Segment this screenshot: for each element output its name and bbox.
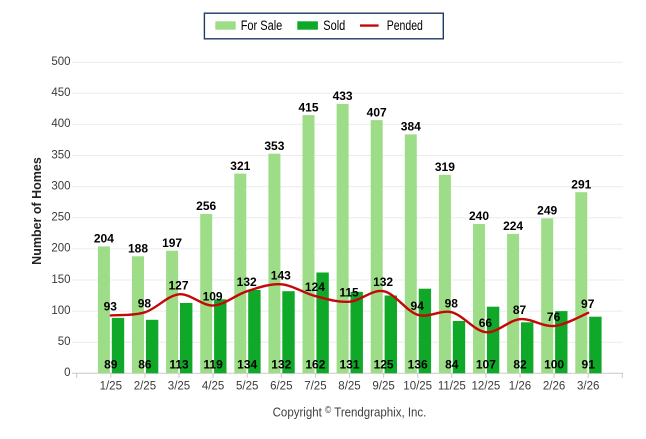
svg-text:407: 407 [367, 105, 387, 119]
svg-text:89: 89 [104, 358, 118, 372]
svg-text:93: 93 [104, 299, 118, 313]
svg-text:115: 115 [339, 286, 359, 300]
svg-text:132: 132 [373, 275, 393, 289]
svg-text:291: 291 [571, 177, 591, 191]
svg-text:321: 321 [230, 159, 250, 173]
svg-text:8/25: 8/25 [338, 381, 360, 393]
svg-text:Number of Homes: Number of Homes [30, 157, 44, 265]
svg-text:113: 113 [169, 358, 189, 372]
svg-text:450: 450 [51, 87, 70, 99]
svg-text:Pended: Pended [387, 18, 423, 33]
svg-text:98: 98 [445, 296, 459, 310]
svg-text:127: 127 [168, 278, 188, 292]
svg-text:10/25: 10/25 [403, 381, 432, 393]
svg-text:500: 500 [51, 56, 70, 68]
svg-text:66: 66 [479, 316, 493, 330]
svg-text:76: 76 [547, 310, 561, 324]
svg-text:100: 100 [544, 358, 564, 372]
svg-text:300: 300 [51, 180, 70, 192]
svg-text:87: 87 [513, 303, 527, 317]
svg-text:249: 249 [537, 204, 557, 218]
svg-text:7/25: 7/25 [304, 381, 326, 393]
svg-text:82: 82 [513, 358, 527, 372]
svg-text:4/25: 4/25 [202, 381, 224, 393]
svg-text:100: 100 [51, 305, 70, 317]
svg-text:240: 240 [469, 209, 489, 223]
svg-text:Sold: Sold [323, 18, 345, 33]
svg-text:132: 132 [271, 358, 291, 372]
svg-text:134: 134 [237, 358, 257, 372]
svg-text:200: 200 [51, 243, 70, 255]
svg-text:119: 119 [203, 358, 223, 372]
svg-text:136: 136 [408, 358, 428, 372]
svg-text:415: 415 [298, 100, 318, 114]
svg-text:256: 256 [196, 199, 216, 213]
svg-text:384: 384 [401, 120, 421, 134]
svg-text:86: 86 [138, 358, 152, 372]
svg-text:124: 124 [305, 280, 325, 294]
svg-text:204: 204 [94, 232, 114, 246]
svg-text:250: 250 [51, 212, 70, 224]
svg-text:2/26: 2/26 [543, 381, 565, 393]
svg-text:84: 84 [445, 358, 459, 372]
svg-text:3/26: 3/26 [577, 381, 599, 393]
svg-text:3/25: 3/25 [168, 381, 190, 393]
svg-text:For Sale: For Sale [241, 18, 283, 33]
svg-text:400: 400 [51, 118, 70, 130]
svg-text:197: 197 [162, 236, 182, 250]
svg-text:188: 188 [128, 242, 148, 256]
svg-text:319: 319 [435, 160, 455, 174]
svg-text:1/25: 1/25 [100, 381, 122, 393]
svg-text:97: 97 [581, 297, 595, 311]
svg-text:0: 0 [64, 367, 70, 379]
svg-text:433: 433 [333, 89, 353, 103]
svg-text:143: 143 [271, 268, 291, 282]
svg-text:11/25: 11/25 [438, 381, 466, 393]
svg-text:109: 109 [203, 290, 223, 304]
svg-text:353: 353 [264, 139, 284, 153]
svg-text:107: 107 [476, 358, 496, 372]
svg-text:Copyright © Trendgraphix, Inc.: Copyright © Trendgraphix, Inc. [273, 404, 427, 419]
svg-text:6/25: 6/25 [270, 381, 292, 393]
svg-text:125: 125 [374, 358, 394, 372]
svg-text:350: 350 [51, 149, 70, 161]
svg-text:91: 91 [582, 358, 596, 372]
svg-text:5/25: 5/25 [236, 381, 258, 393]
svg-text:224: 224 [503, 219, 523, 233]
svg-text:50: 50 [58, 336, 71, 348]
svg-text:131: 131 [339, 358, 359, 372]
svg-text:9/25: 9/25 [372, 381, 394, 393]
svg-text:2/25: 2/25 [134, 381, 156, 393]
svg-text:150: 150 [51, 274, 70, 286]
svg-text:12/25: 12/25 [472, 381, 501, 393]
svg-text:94: 94 [411, 299, 425, 313]
svg-text:132: 132 [237, 275, 257, 289]
svg-text:162: 162 [305, 358, 325, 372]
svg-text:98: 98 [138, 296, 152, 310]
svg-text:1/26: 1/26 [509, 381, 531, 393]
